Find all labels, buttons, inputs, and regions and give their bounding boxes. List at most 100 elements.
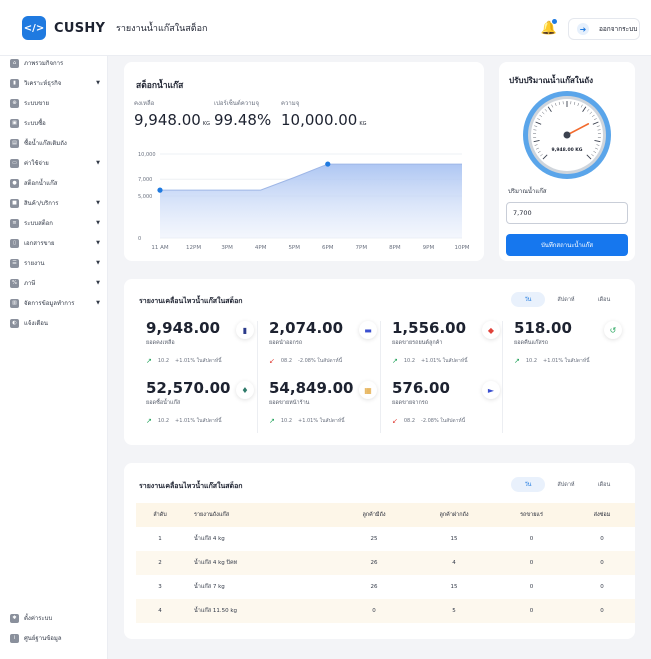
table-cell: 26 — [334, 551, 414, 575]
sidebar-item[interactable]: % ภาษี ▼ — [10, 276, 102, 290]
sidebar-item-label: วิเคราะห์ธุรกิจ — [24, 80, 62, 87]
table-row[interactable]: 3 น้ำแก๊ส 7 kg 26 15 0 0 — [136, 575, 635, 599]
table-card: รายงานเคลื่อนไหวน้ำแก๊สในสต็อก วัน สัปดา… — [124, 463, 635, 639]
chevron-down-icon: ▼ — [96, 240, 100, 246]
gauge-tick — [589, 111, 593, 115]
data-point — [325, 161, 331, 167]
table-cell: น้ำแก๊ส 7 kg — [194, 584, 225, 590]
x-tick-label: 3PM — [221, 245, 233, 251]
tab-week[interactable]: สัปดาห์ — [557, 296, 575, 303]
database-icon: ▥ — [10, 298, 19, 308]
kpi-label: คงเหลือ — [134, 100, 155, 107]
table-cell: 0 — [569, 551, 635, 575]
sidebar-item[interactable]: ▥ จัดการข้อมูลทำการ ▼ — [10, 296, 102, 310]
sidebar-item[interactable]: ■ สินค้า/บริการ ▼ — [10, 196, 102, 210]
top-bar: </> CUSHY รายงานน้ำแก๊สในสต็อก 🔔 ➜ ออกจา… — [0, 0, 651, 56]
page-title: รายงานน้ำแก๊สในสต็อก — [116, 24, 208, 34]
stock-area-chart: 0 5,000 7,000 10,000 11 AM 12PM 3PM 4PM 5PM 6PM 7P… — [138, 152, 470, 251]
column-header[interactable]: ลูกค้าฝากถัง — [414, 503, 494, 527]
sidebar-item[interactable]: ● สต็อกน้ำแก๊ส — [10, 176, 102, 190]
x-tick-label: 5PM — [288, 245, 300, 251]
bell-icon: 🔔 — [540, 20, 558, 36]
table-cell: น้ำแก๊ส 4 kg ปิคท — [184, 551, 334, 575]
gauge-tick — [595, 147, 598, 150]
stat-delta: 10.2 — [280, 418, 293, 424]
stat-delta: 10.2 — [525, 358, 538, 364]
stock-icon: ≡ — [10, 218, 19, 228]
stat-label: ยอดขายจากรถ — [392, 400, 429, 406]
sidebar-item-label: สต็อกน้ำแก๊ส — [24, 180, 58, 187]
sidebar-item[interactable]: ⊕ ระบบขาย — [10, 96, 102, 110]
tab-month[interactable]: เดือน — [597, 296, 611, 303]
info-icon: i — [10, 633, 19, 643]
stat-label: ยอดขายรถยนต์ลูกค้า — [392, 340, 443, 346]
sidebar-item[interactable]: ▤ ซื้อน้ำแก๊สเติมถัง — [10, 136, 102, 150]
y-tick-label: 0 — [138, 236, 141, 242]
delivery-icon: ► — [482, 381, 500, 399]
sidebar-item[interactable]: ▯ เอกสารขาย ▼ — [10, 236, 102, 250]
gauge-needle — [566, 123, 590, 136]
logout-button[interactable]: ➜ ออกจากระบบ — [568, 18, 640, 40]
truck-icon: ▤ — [10, 138, 19, 148]
sidebar-item-label: ค่าใช้จ่าย — [24, 160, 49, 167]
kpi-capacity: ความจุ 10,000.00 KG — [281, 98, 367, 129]
y-tick-label: 5,000 — [138, 194, 152, 200]
box-icon: ■ — [10, 198, 19, 208]
chevron-down-icon: ▼ — [96, 280, 100, 286]
kpi-remaining: คงเหลือ 9,948.00 KG — [134, 98, 210, 129]
stat-percent: +1.01% ในสัปดาห์นี้ — [421, 358, 468, 364]
save-gas-status-button[interactable]: บันทึกสถานะน้ำแก๊ส — [506, 234, 628, 256]
arrow-down-icon: ↙ — [269, 357, 275, 365]
notification-button[interactable]: 🔔 — [539, 18, 559, 38]
gauge-reading: 9,948.00 KG — [552, 147, 583, 153]
notification-dot — [552, 19, 557, 24]
column-header[interactable]: รถขายแร่ — [494, 503, 569, 527]
stat-divider — [257, 321, 258, 433]
tab-day[interactable]: วัน — [511, 292, 545, 307]
column-header[interactable]: ส่งซ่อม — [569, 503, 635, 527]
tab-week[interactable]: สัปดาห์ — [557, 481, 575, 488]
tab-day[interactable]: วัน — [511, 477, 545, 492]
stock-card: สต็อกน้ำแก๊ส คงเหลือ 9,948.00 KG เปอร์เซ็… — [124, 62, 484, 261]
stat-value: 518.00 — [514, 319, 572, 337]
car-front-icon: ◆ — [482, 321, 500, 339]
arrow-up-icon: ↗ — [269, 417, 275, 425]
column-header[interactable]: ลำดับ — [136, 503, 184, 527]
table-row[interactable]: 1 น้ำแก๊ส 4 kg 25 15 0 0 — [136, 527, 635, 551]
column-header[interactable]: ลูกค้ามีถัง — [334, 503, 414, 527]
logo[interactable]: </> CUSHY — [22, 16, 105, 40]
stat-divider — [502, 321, 503, 433]
gauge-tick — [593, 151, 597, 153]
stat-value: 1,556.00 — [392, 319, 467, 337]
gauge-tick — [596, 125, 600, 127]
stat-trend: ↗ 10.2 +1.01% ในสัปดาห์นี้ — [269, 417, 345, 425]
y-tick-label: 7,000 — [138, 177, 152, 183]
tab-month[interactable]: เดือน — [597, 481, 611, 488]
stat-percent: -2.08% ในสัปดาห์นี้ — [421, 418, 466, 424]
gauge-hub — [563, 131, 571, 139]
column-header[interactable]: รายงานถังแก๊ส — [184, 503, 334, 527]
sidebar-bottom-item[interactable]: ✱ ตั้งค่าระบบ — [10, 611, 102, 625]
gauge-tick — [540, 154, 543, 157]
gear-icon: ✱ — [10, 613, 19, 623]
chevron-down-icon: ▼ — [96, 160, 100, 166]
sidebar-bottom-item[interactable]: i ศูนย์ฐานข้อมูล — [10, 631, 102, 645]
gauge-tick — [594, 140, 601, 143]
x-tick-label: 8PM — [389, 245, 401, 251]
stat-value: 2,074.00 — [269, 319, 344, 337]
table-row[interactable]: 4 น้ำแก๊ส 11.50 kg 0 5 0 0 — [136, 599, 635, 623]
gauge-tick — [577, 103, 579, 106]
sidebar-item[interactable]: ◐ แจ้งเตือน — [10, 316, 102, 330]
sidebar-item[interactable]: ≡ ระบบสต็อก ▼ — [10, 216, 102, 230]
gas-amount-input[interactable] — [506, 202, 628, 224]
table-cell: 26 — [370, 584, 378, 590]
gauge-tick — [558, 101, 560, 105]
sidebar-item[interactable]: ▭ ค่าใช้จ่าย ▼ — [10, 156, 102, 170]
sidebar-item[interactable]: ▣ ระบบซื้อ — [10, 116, 102, 130]
sidebar-item[interactable]: ☰ รายงาน ▼ — [10, 256, 102, 270]
sidebar-item-label: แจ้งเตือน — [24, 320, 48, 327]
table-row[interactable]: 2 น้ำแก๊ส 4 kg ปิคท 26 4 0 0 — [136, 551, 635, 575]
stat-percent: -2.08% ในสัปดาห์นี้ — [298, 358, 343, 364]
sidebar-item[interactable]: ⌂ ภาพรวมกิจการ — [10, 56, 102, 70]
sidebar-item[interactable]: ▮ วิเคราะห์ธุรกิจ ▼ — [10, 76, 102, 90]
